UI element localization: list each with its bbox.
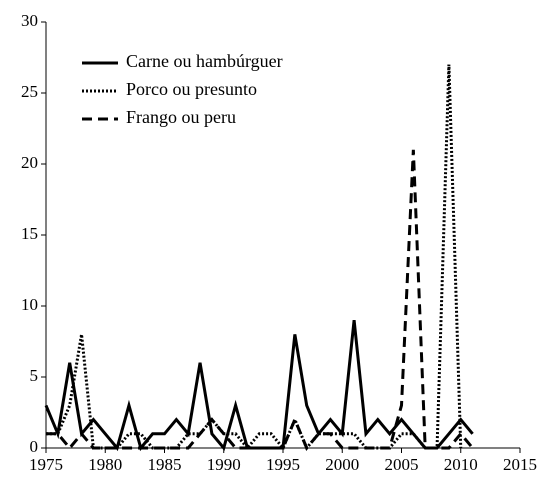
legend-label: Porco ou presunto bbox=[126, 79, 257, 99]
y-tick-label: 25 bbox=[21, 82, 38, 101]
legend-label: Carne ou hambúrguer bbox=[126, 51, 283, 71]
y-tick-label: 20 bbox=[21, 153, 38, 172]
x-tick-label: 2015 bbox=[503, 455, 537, 474]
series-line bbox=[46, 64, 463, 451]
x-tick-label: 1985 bbox=[148, 455, 182, 474]
series-line bbox=[46, 149, 474, 451]
y-tick-label: 30 bbox=[21, 11, 38, 30]
series-line bbox=[44, 320, 474, 452]
y-tick-label: 5 bbox=[30, 366, 39, 385]
y-tick-label: 10 bbox=[21, 295, 38, 314]
x-tick-label: 1995 bbox=[266, 455, 300, 474]
legend-label: Frango ou peru bbox=[126, 107, 236, 127]
x-tick-label: 1980 bbox=[88, 455, 122, 474]
x-tick-label: 2010 bbox=[444, 455, 478, 474]
x-tick-label: 2000 bbox=[325, 455, 359, 474]
x-tick-label: 2005 bbox=[385, 455, 419, 474]
y-tick-label: 0 bbox=[30, 437, 39, 456]
y-tick-label: 15 bbox=[21, 224, 38, 243]
x-tick-label: 1975 bbox=[29, 455, 63, 474]
x-tick-label: 1990 bbox=[207, 455, 241, 474]
